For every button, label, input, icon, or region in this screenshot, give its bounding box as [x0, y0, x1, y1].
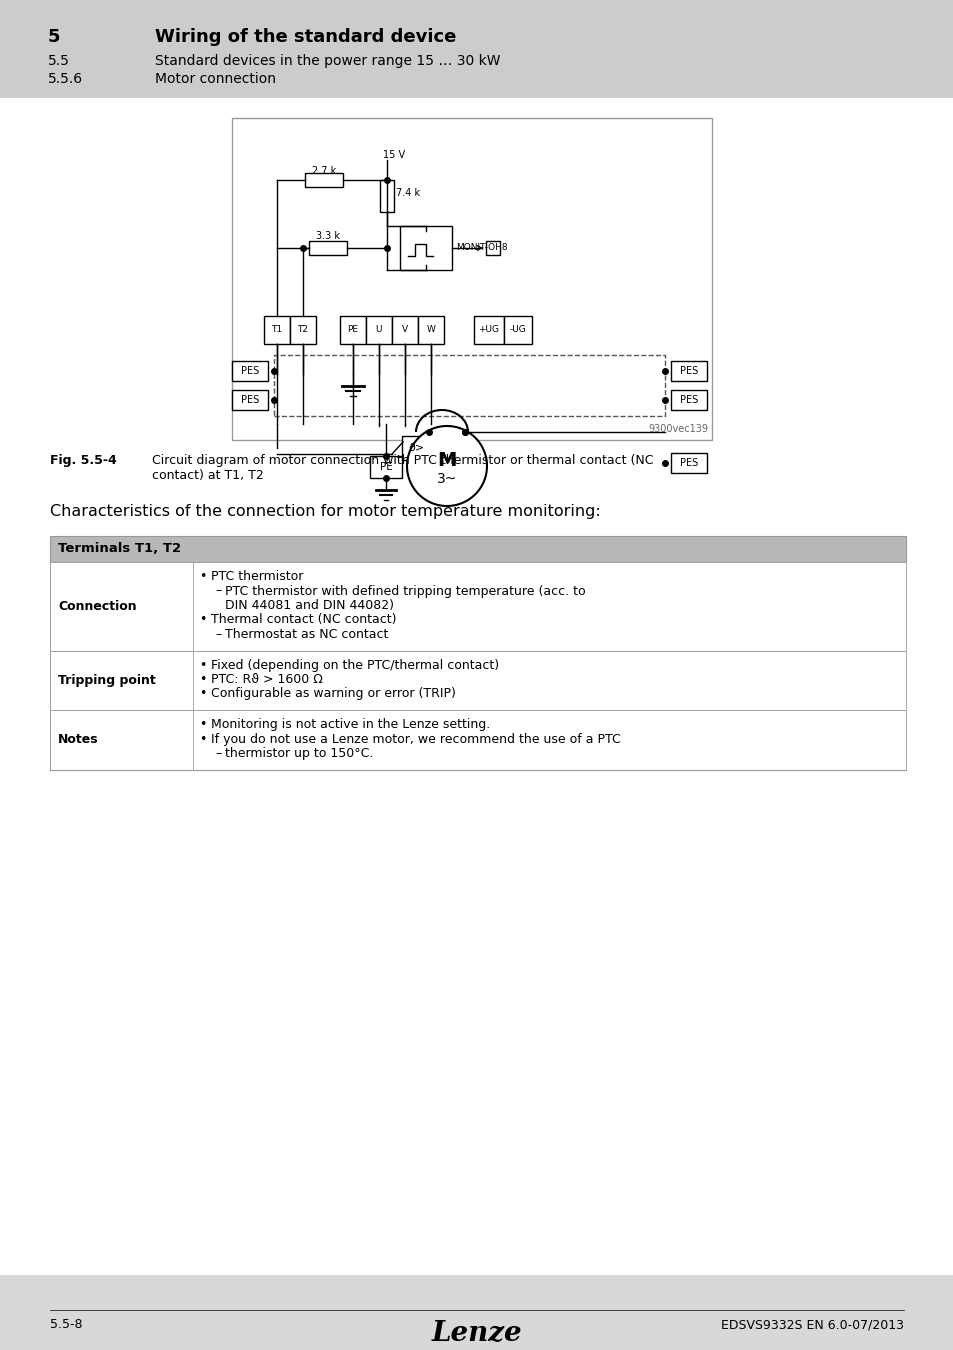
Text: Thermal contact (NC contact): Thermal contact (NC contact)	[211, 613, 396, 626]
Text: Standard devices in the power range 15 … 30 kW: Standard devices in the power range 15 ……	[154, 54, 500, 68]
Text: 5: 5	[48, 28, 60, 46]
Bar	[366, 316, 392, 344]
Bar	[370, 456, 401, 478]
Text: –: –	[214, 628, 221, 641]
Text: Tripping point: Tripping point	[58, 674, 155, 687]
Bar	[50, 536, 905, 562]
Text: PTC: Rϑ > 1600 Ω: PTC: Rϑ > 1600 Ω	[211, 674, 322, 686]
Bar	[670, 454, 706, 472]
Text: DIN 44081 and DIN 44082): DIN 44081 and DIN 44082)	[225, 599, 394, 612]
Bar	[50, 562, 193, 651]
Text: U: U	[375, 325, 382, 335]
Text: •: •	[199, 570, 206, 583]
Bar	[309, 242, 347, 255]
Bar	[274, 355, 664, 416]
Text: Circuit diagram of motor connection with PTC thermistor or thermal contact (NC: Circuit diagram of motor connection with…	[152, 454, 653, 467]
Bar	[50, 562, 905, 651]
Text: PE: PE	[379, 462, 392, 472]
Bar	[670, 360, 706, 381]
Text: PES: PES	[679, 396, 698, 405]
Text: •: •	[199, 687, 206, 701]
Text: Thermostat as NC contact: Thermostat as NC contact	[225, 628, 388, 641]
Text: 3.3 k: 3.3 k	[315, 231, 339, 242]
Bar	[0, 0, 953, 99]
Bar	[401, 436, 430, 460]
Bar	[339, 316, 366, 344]
Text: •: •	[199, 659, 206, 671]
Text: Wiring of the standard device: Wiring of the standard device	[154, 28, 456, 46]
Bar	[474, 316, 503, 344]
Text: MONIT-OH8: MONIT-OH8	[456, 243, 507, 252]
Text: -UG: -UG	[509, 325, 526, 335]
Bar	[0, 99, 953, 1274]
Text: Fixed (depending on the PTC/thermal contact): Fixed (depending on the PTC/thermal cont…	[211, 659, 498, 671]
Text: W: W	[426, 325, 435, 335]
Text: Connection: Connection	[58, 599, 136, 613]
Text: If you do not use a Lenze motor, we recommend the use of a PTC: If you do not use a Lenze motor, we reco…	[211, 733, 620, 745]
Bar	[290, 316, 315, 344]
Bar	[485, 242, 499, 255]
Text: Fig. 5.5-4: Fig. 5.5-4	[50, 454, 116, 467]
Bar	[50, 651, 905, 710]
Bar	[670, 390, 706, 410]
Bar	[232, 360, 268, 381]
Text: Configurable as warning or error (TRIP): Configurable as warning or error (TRIP)	[211, 687, 456, 701]
Text: Characteristics of the connection for motor temperature monitoring:: Characteristics of the connection for mo…	[50, 504, 600, 518]
Text: •: •	[199, 718, 206, 730]
Text: Lenze: Lenze	[432, 1320, 521, 1347]
Text: •: •	[199, 733, 206, 745]
Text: PTC thermistor: PTC thermistor	[211, 570, 303, 583]
Bar	[232, 117, 711, 440]
Text: thermistor up to 150°C.: thermistor up to 150°C.	[225, 747, 373, 760]
Text: 9300vec139: 9300vec139	[647, 424, 707, 433]
Bar	[399, 225, 452, 270]
Text: M: M	[436, 451, 456, 471]
Text: •: •	[199, 674, 206, 686]
Text: PTC thermistor with defined tripping temperature (acc. to: PTC thermistor with defined tripping tem…	[225, 585, 585, 598]
Bar	[305, 173, 343, 188]
Text: 7.4 k: 7.4 k	[395, 188, 419, 198]
Text: –: –	[214, 585, 221, 598]
Text: T2: T2	[297, 325, 308, 335]
Text: Motor connection: Motor connection	[154, 72, 275, 86]
Text: Monitoring is not active in the Lenze setting.: Monitoring is not active in the Lenze se…	[211, 718, 490, 730]
Bar	[50, 651, 193, 710]
Text: 15 V: 15 V	[382, 150, 405, 161]
Text: PES: PES	[679, 366, 698, 377]
Text: 5.5: 5.5	[48, 54, 70, 68]
Bar	[232, 390, 268, 410]
Text: PES: PES	[240, 396, 259, 405]
Text: V: V	[401, 325, 408, 335]
Circle shape	[407, 427, 486, 506]
Bar	[503, 316, 532, 344]
Text: T1: T1	[272, 325, 282, 335]
Text: –: –	[214, 747, 221, 760]
Text: Notes: Notes	[58, 733, 98, 747]
Text: contact) at T1, T2: contact) at T1, T2	[152, 468, 263, 482]
Text: Terminals T1, T2: Terminals T1, T2	[58, 543, 181, 555]
Text: PES: PES	[240, 366, 259, 377]
Text: •: •	[199, 613, 206, 626]
Text: 3~: 3~	[436, 472, 456, 486]
Text: +UG: +UG	[478, 325, 499, 335]
Text: ϑ>: ϑ>	[408, 443, 424, 454]
Text: PES: PES	[679, 458, 698, 468]
Text: 5.5.6: 5.5.6	[48, 72, 83, 86]
Text: 2.7 k: 2.7 k	[312, 166, 335, 176]
Text: 5.5-8: 5.5-8	[50, 1318, 82, 1331]
Text: PE: PE	[347, 325, 358, 335]
Bar	[50, 710, 905, 769]
Text: EDSVS9332S EN 6.0-07/2013: EDSVS9332S EN 6.0-07/2013	[720, 1318, 903, 1331]
Bar	[50, 710, 193, 769]
Bar	[264, 316, 290, 344]
Bar	[417, 316, 443, 344]
Bar	[392, 316, 417, 344]
Bar	[379, 180, 394, 212]
